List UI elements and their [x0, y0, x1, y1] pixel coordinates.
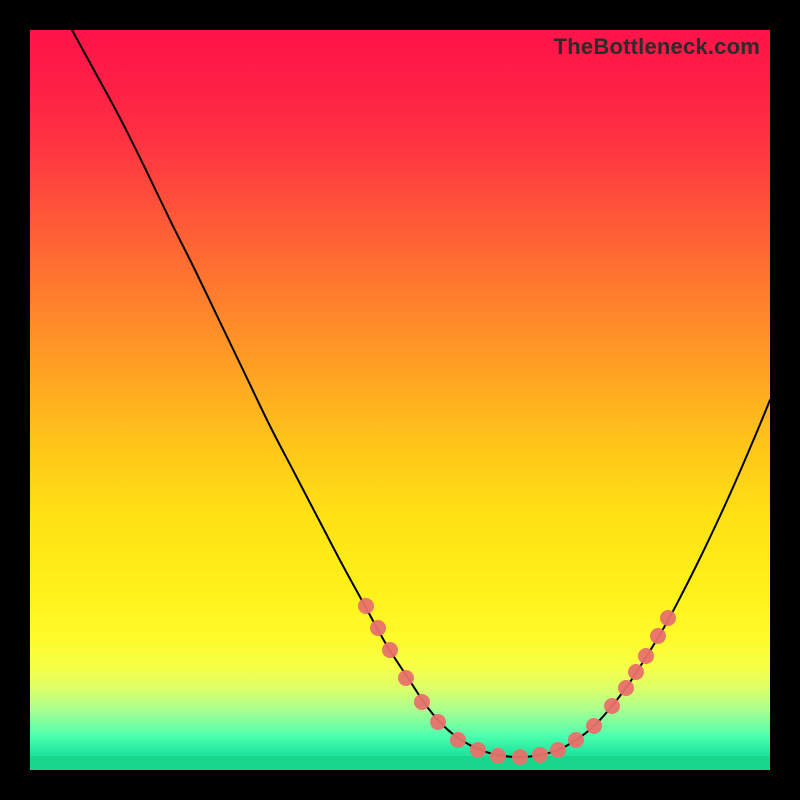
- marker-point: [414, 694, 430, 710]
- marker-point: [532, 747, 548, 763]
- marker-point: [628, 664, 644, 680]
- marker-point: [430, 714, 446, 730]
- bottleneck-curve: [72, 30, 770, 757]
- marker-point: [650, 628, 666, 644]
- plot-area: TheBottleneck.com: [30, 30, 770, 770]
- marker-point: [370, 620, 386, 636]
- stage: TheBottleneck.com: [0, 0, 800, 800]
- marker-point: [586, 718, 602, 734]
- marker-point: [358, 598, 374, 614]
- marker-point: [550, 742, 566, 758]
- chart-svg-layer: [30, 30, 770, 770]
- marker-point: [490, 748, 506, 764]
- marker-point: [660, 610, 676, 626]
- marker-point: [382, 642, 398, 658]
- marker-point: [398, 670, 414, 686]
- marker-point: [638, 648, 654, 664]
- marker-point: [568, 732, 584, 748]
- marker-point: [618, 680, 634, 696]
- marker-point: [604, 698, 620, 714]
- watermark-text: TheBottleneck.com: [554, 34, 760, 60]
- marker-point: [512, 749, 528, 765]
- marker-point: [470, 742, 486, 758]
- marker-point: [450, 732, 466, 748]
